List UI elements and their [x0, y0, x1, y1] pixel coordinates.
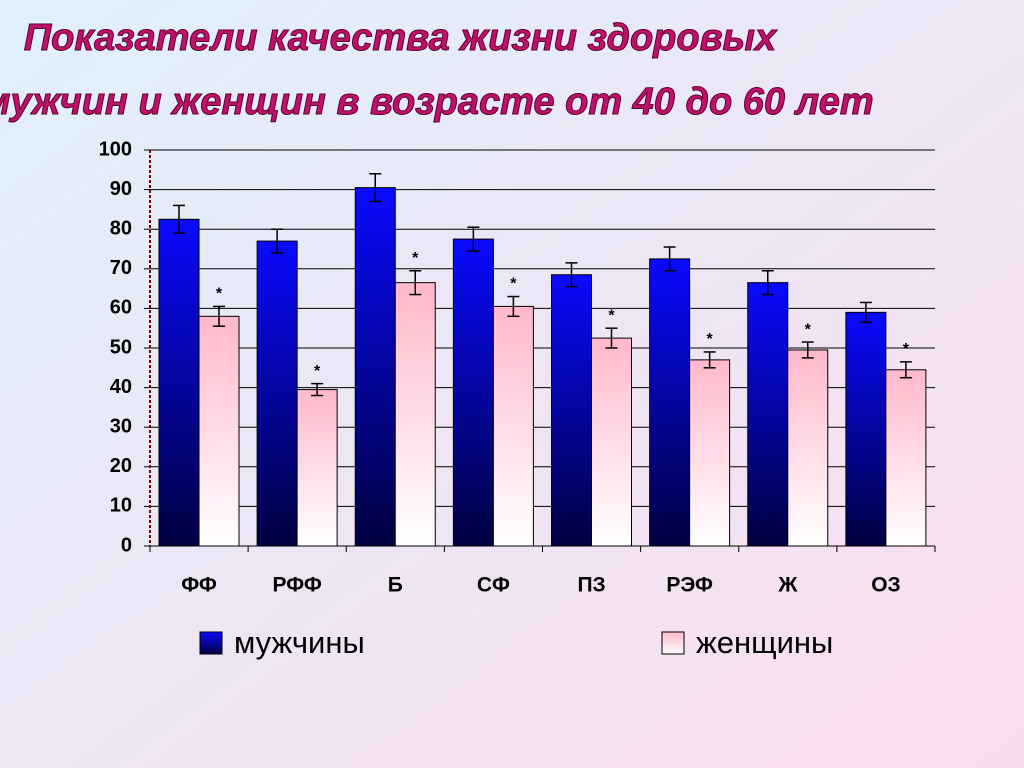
bar — [198, 315, 240, 547]
error-bar — [467, 226, 480, 252]
significance-mark: * — [903, 341, 910, 358]
y-tick-label: 10 — [110, 495, 132, 517]
bar — [296, 389, 338, 547]
bar — [845, 311, 887, 547]
y-tick-label: 30 — [110, 415, 132, 437]
error-bar — [409, 270, 422, 296]
y-tick-label: 20 — [110, 455, 132, 477]
error-bar — [369, 173, 382, 203]
legend-swatch — [199, 631, 223, 655]
bar — [492, 305, 534, 547]
legend-label: женщины — [696, 625, 833, 660]
error-bar — [507, 295, 520, 318]
y-tick-label: 60 — [110, 297, 132, 319]
error-bar — [213, 305, 225, 327]
bar — [689, 359, 731, 547]
significance-mark: * — [707, 331, 714, 348]
y-tick-label: 0 — [121, 534, 132, 556]
error-bar — [663, 246, 676, 272]
significance-mark: * — [510, 276, 517, 293]
y-tick-label: 70 — [110, 257, 132, 279]
error-bar — [565, 262, 578, 288]
error-bar — [605, 327, 618, 349]
x-tick-label: ОЗ — [871, 574, 901, 597]
x-tick-label: Б — [388, 574, 403, 597]
error-bar — [899, 361, 912, 379]
x-tick-label: СФ — [477, 574, 510, 597]
x-tick-label: ПЗ — [577, 574, 605, 597]
bar — [747, 282, 789, 547]
bar — [452, 238, 494, 547]
bar — [256, 240, 298, 547]
significance-mark: * — [412, 250, 419, 267]
legend-label: мужчины — [234, 625, 365, 660]
significance-mark: * — [216, 286, 223, 303]
chart-title: Показатели качества жизни здоровых — [24, 17, 778, 59]
bar — [885, 369, 927, 547]
x-tick-label: ФФ — [181, 574, 217, 597]
chart-title: мужчин и женщин в возрасте от 40 до 60 л… — [0, 81, 874, 123]
y-tick-label: 80 — [110, 217, 132, 239]
bar — [787, 349, 829, 547]
bar — [649, 258, 691, 547]
error-bar — [801, 341, 814, 359]
x-tick-label: РЭФ — [666, 574, 713, 597]
y-tick-label: 40 — [110, 376, 132, 398]
error-bar — [859, 301, 872, 324]
bar — [551, 274, 592, 547]
error-bar — [761, 270, 774, 296]
error-bar — [311, 382, 324, 397]
error-bar — [271, 228, 284, 254]
error-bar — [703, 351, 716, 369]
significance-mark: * — [805, 321, 812, 338]
significance-mark: * — [314, 363, 321, 380]
bar — [354, 187, 396, 547]
y-tick-label: 90 — [110, 178, 132, 200]
x-tick-label: Ж — [777, 574, 798, 597]
error-bar — [173, 204, 185, 234]
x-tick-label: РФФ — [273, 574, 322, 597]
y-tick-label: 100 — [99, 138, 132, 160]
significance-mark: * — [608, 307, 615, 324]
y-tick-label: 50 — [110, 336, 132, 358]
bar — [591, 337, 632, 547]
bar — [394, 282, 436, 547]
bar — [158, 218, 200, 547]
legend-swatch — [661, 631, 685, 655]
